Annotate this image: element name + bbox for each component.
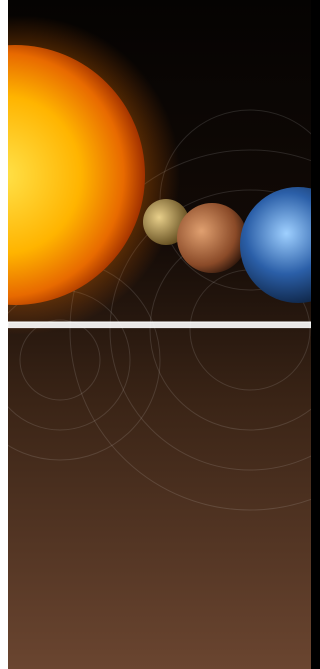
space-scene [0, 0, 311, 669]
planet-mars [177, 203, 247, 273]
wave-core [8, 322, 311, 328]
left-edge [0, 0, 8, 669]
page: (() => { const svg = document.getElement… [0, 0, 311, 669]
